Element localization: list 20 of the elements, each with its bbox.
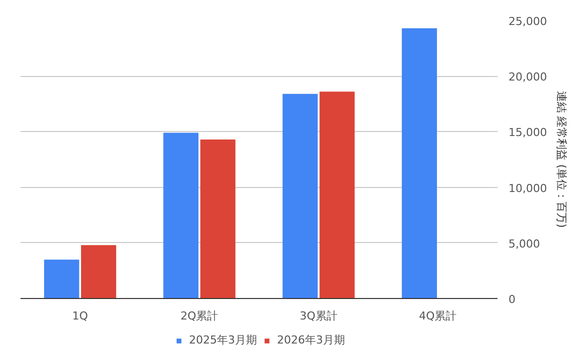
bar [200, 139, 236, 298]
y-tick-label: 0 [508, 293, 516, 306]
y-axis-title: 連結 経常利益 (単位：百万) [554, 91, 568, 228]
y-tick-label: 10,000 [508, 182, 547, 195]
bar [81, 245, 116, 298]
y-tick-label: 20,000 [508, 70, 547, 84]
y-tick-label: 25,000 [508, 15, 547, 28]
x-tick-label: 1Q [72, 310, 88, 322]
y-tick-label: 15,000 [508, 126, 547, 140]
bar [163, 132, 198, 298]
x-tick-label: 2Q累計 [180, 310, 218, 322]
bar [282, 94, 318, 298]
y-tick-label: 5,000 [508, 237, 540, 250]
legend-label: 2025年3月期 [189, 332, 257, 348]
x-tick-label: 4Q累計 [419, 310, 457, 322]
bar [320, 92, 355, 298]
bar [44, 260, 80, 298]
legend-label: 2026年3月期 [277, 332, 345, 348]
bar [402, 28, 437, 298]
x-tick-label: 3Q累計 [300, 310, 338, 322]
